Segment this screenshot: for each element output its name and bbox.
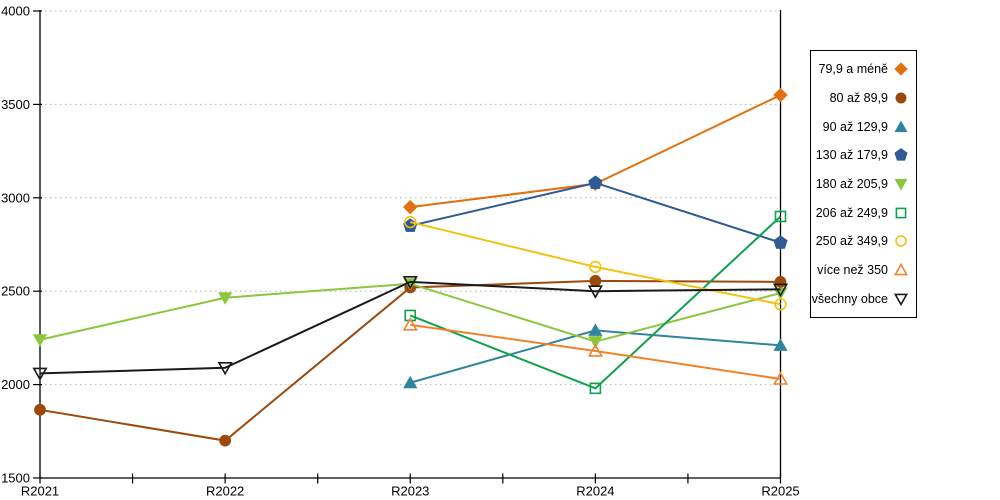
x-tick-label: R2025 (761, 484, 799, 499)
y-tick-label: 4000 (1, 4, 30, 19)
triangle-down-marker-icon (772, 283, 789, 297)
square-marker-icon (895, 207, 907, 219)
series-8 (32, 276, 789, 382)
diamond-marker-icon (403, 199, 418, 215)
legend-item: 130 až 179,9 (811, 147, 916, 163)
legend-item: 90 až 129,9 (811, 119, 916, 135)
series-0 (403, 87, 788, 215)
triangle-up-marker-icon (893, 262, 909, 276)
series-1 (34, 275, 787, 447)
triangle-down-marker-icon (402, 276, 418, 290)
legend-label: 180 až 205,9 (815, 176, 888, 191)
legend-label: 79,9 a méně (818, 62, 889, 77)
legend-label: 130 až 179,9 (815, 148, 888, 163)
series-line (409, 215, 782, 390)
legend-label: více než 350 (817, 262, 888, 277)
series-line (410, 181, 781, 244)
legend-label: 90 až 129,9 (822, 119, 888, 134)
triangle-up-marker-icon (894, 120, 908, 132)
diamond-marker-icon (773, 87, 788, 103)
x-tick-label: R2024 (576, 484, 614, 499)
series-2 (403, 323, 788, 389)
series-line (39, 279, 781, 442)
legend-label: 80 až 89,9 (829, 90, 888, 105)
series-5 (404, 210, 787, 395)
legend: 79,9 a méně 80 až 89,9 90 až 129,9 130 až 1… (810, 50, 917, 318)
triangle-down-marker-icon (218, 292, 233, 305)
legend-marker-icon (894, 148, 908, 161)
legend-item: všechny obce (811, 291, 916, 307)
square-marker-icon (774, 210, 787, 223)
y-tick-label: 1500 (1, 471, 30, 486)
triangle-down-marker-icon (893, 293, 909, 306)
series-line (410, 323, 781, 380)
x-tick-label: R2022 (206, 484, 244, 499)
series-7 (402, 317, 789, 385)
circle-marker-icon (589, 275, 602, 287)
legend-marker-icon (895, 207, 907, 219)
circle-marker-icon (895, 92, 907, 104)
triangle-up-marker-icon (772, 371, 789, 385)
series-3 (403, 175, 788, 249)
pentagon-marker-icon (588, 175, 603, 189)
triangle-down-marker-icon (217, 361, 233, 376)
legend-marker-icon (894, 120, 908, 132)
circle-marker-icon (404, 215, 417, 229)
triangle-up-marker-icon (402, 317, 418, 331)
series-line (39, 280, 781, 375)
series-line (410, 221, 781, 306)
legend-label: 206 až 249,9 (815, 205, 888, 220)
triangle-up-marker-icon (587, 343, 603, 357)
legend-label: 250 až 349,9 (815, 234, 888, 249)
pentagon-marker-icon (773, 235, 788, 249)
triangle-up-marker-icon (403, 375, 418, 389)
triangle-up-marker-icon (588, 323, 603, 336)
x-tick-label: R2021 (21, 484, 59, 499)
square-marker-icon (404, 309, 417, 322)
legend-marker-icon (894, 62, 908, 77)
legend-item: 80 až 89,9 (811, 90, 916, 106)
square-marker-icon (589, 382, 602, 395)
triangle-down-marker-icon (588, 336, 603, 349)
legend-marker-icon (893, 293, 909, 306)
diamond-marker-icon (894, 62, 908, 77)
circle-marker-icon (774, 298, 787, 311)
circle-marker-icon (219, 434, 232, 447)
y-tick-label: 2500 (1, 284, 30, 299)
legend-item: více než 350 (811, 262, 916, 278)
pentagon-marker-icon (894, 148, 908, 161)
circle-marker-icon (589, 260, 602, 274)
circle-marker-icon (34, 403, 46, 416)
legend-item: 250 až 349,9 (811, 233, 916, 249)
triangle-down-marker-icon (32, 367, 48, 382)
triangle-down-marker-icon (894, 178, 908, 191)
legend-item: 206 až 249,9 (811, 205, 916, 221)
legend-label: všechny obce (811, 291, 888, 306)
legend-marker-icon (894, 178, 908, 191)
legend-item: 180 až 205,9 (811, 176, 916, 192)
y-tick-label: 3000 (1, 190, 30, 205)
triangle-up-marker-icon (773, 338, 788, 351)
x-tick-label: R2023 (391, 484, 429, 499)
circle-marker-icon (774, 275, 787, 288)
y-tick-label: 3500 (1, 97, 30, 112)
triangle-down-marker-icon (32, 334, 48, 347)
legend-marker-icon (893, 262, 909, 276)
legend-marker-icon (895, 235, 907, 248)
legend-item: 79,9 a méně (811, 61, 916, 77)
legend-marker-icon (895, 92, 907, 104)
y-tick-label: 2000 (1, 377, 30, 392)
triangle-down-marker-icon (587, 285, 603, 299)
series-6 (404, 215, 787, 311)
circle-marker-icon (895, 235, 907, 248)
